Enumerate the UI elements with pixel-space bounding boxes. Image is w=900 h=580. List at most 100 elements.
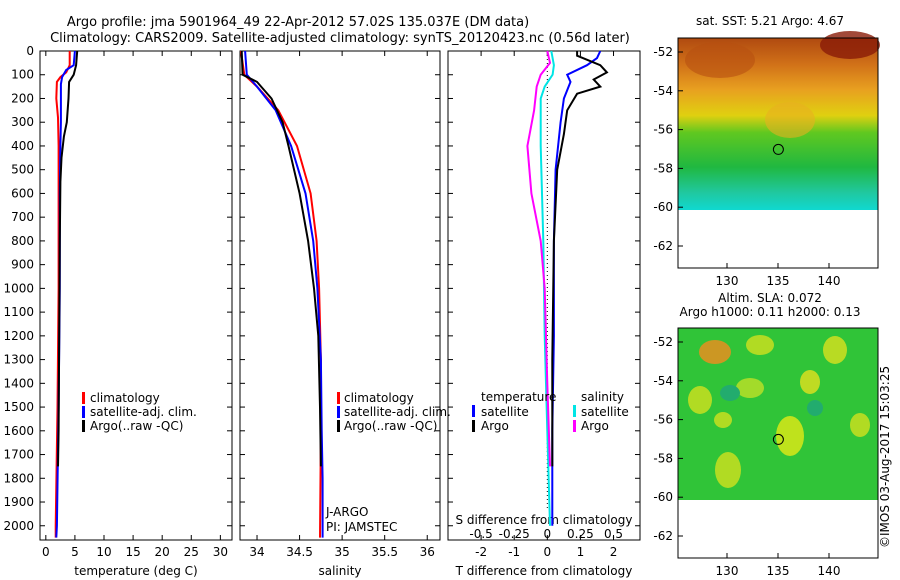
x2-tick-label: -0.25 (499, 527, 530, 541)
sla-map-title-1: Altim. SLA: 0.072 (718, 291, 822, 305)
x-tick-label: -2 (475, 545, 487, 559)
plot-frame (239, 50, 441, 541)
sla-anomaly-blobs (688, 335, 870, 488)
series-line-argo-raw-qc- (57, 50, 79, 467)
x-axis-label: temperature (deg C) (74, 564, 197, 578)
series-line-temperature-satellite (551, 50, 602, 526)
legend-climatology-swatch (82, 392, 85, 404)
argo-location-marker (772, 143, 784, 155)
x-tick-label: 1 (577, 545, 585, 559)
sst-map-title: sat. SST: 5.21 Argo: 4.67 (696, 14, 844, 28)
legend-t-satellite: satellite (481, 405, 529, 419)
lon-tick-label: 130 (716, 274, 739, 288)
legend-argo: Argo(..raw -QC) (344, 419, 437, 433)
legend-t-argo: Argo (481, 419, 509, 433)
legend-argo-swatch (82, 420, 85, 432)
x-tick-label: 34 (249, 545, 264, 559)
salinity-legend: climatology satellite-adj. clim. Argo(..… (325, 391, 451, 534)
legend-climatology: climatology (90, 391, 160, 405)
y-tick-label: 1700 (3, 448, 34, 462)
lat-tick-label: -56 (653, 413, 673, 427)
x2-tick-label: 0.5 (604, 527, 623, 541)
y-tick-label: 700 (11, 210, 34, 224)
y-tick-label: 0 (26, 44, 34, 58)
lon-tick-label: 130 (716, 564, 739, 578)
difference-legend: temperature satellite Argo salinity sate… (472, 390, 629, 433)
plot-frame (39, 50, 233, 541)
legend-s-satellite: satellite (581, 405, 629, 419)
legend-satellite: satellite-adj. clim. (344, 405, 451, 419)
y-tick-label: 1000 (3, 281, 34, 295)
lon-tick-label: 135 (767, 564, 790, 578)
series-line-satellite-adj-clim- (244, 50, 324, 538)
lat-tick-label: -58 (653, 161, 673, 175)
legend-s-argo-swatch (573, 420, 576, 432)
y-tick-label: 1800 (3, 471, 34, 485)
legend-t-argo-swatch (472, 420, 475, 432)
x-tick-label: 30 (213, 545, 228, 559)
y-tick-label: 1200 (3, 329, 34, 343)
float-program: J-ARGO (325, 505, 368, 519)
x-tick-label: 25 (184, 545, 199, 559)
x-tick-label: 20 (155, 545, 170, 559)
series-line-salinity-satellite (539, 50, 555, 526)
y-tick-label: 400 (11, 139, 34, 153)
series-line-temperature-argo (551, 51, 609, 467)
legend-satellite-swatch (337, 406, 340, 418)
x2-tick-label: 0 (543, 527, 551, 541)
y-tick-label: 200 (11, 91, 34, 105)
x2-tick-label: 0.25 (567, 527, 594, 541)
lat-tick-label: -62 (653, 529, 673, 543)
plot-frame (447, 50, 641, 541)
legend-s-satellite-swatch (573, 405, 576, 417)
legend-satellite-swatch (82, 406, 85, 418)
x-tick-label: 0 (42, 545, 50, 559)
x-tick-label: 36 (420, 545, 435, 559)
lat-tick-label: -54 (653, 84, 673, 98)
legend-argo: Argo(..raw -QC) (90, 419, 183, 433)
x-tick-label: 15 (125, 545, 140, 559)
legend-salinity-heading: salinity (581, 390, 624, 404)
temperature-panel: 0 5 10 15 20 25 30 temperature (deg C) 0 100 200 30… (3, 44, 233, 578)
x-tick-label: 35 (334, 545, 349, 559)
lat-tick-label: -56 (653, 123, 673, 137)
lat-tick-label: -60 (653, 200, 673, 214)
legend-satellite: satellite-adj. clim. (90, 405, 197, 419)
legend-t-satellite-swatch (472, 405, 475, 417)
lat-tick-label: -62 (653, 239, 673, 253)
y-tick-label: 600 (11, 186, 34, 200)
x2-tick-label: -0.5 (469, 527, 492, 541)
y-tick-label: 2000 (3, 519, 34, 533)
copyright-stamp: ©IMOS 03-Aug-2017 15:03:25 (878, 366, 892, 548)
lon-tick-label: 140 (818, 274, 841, 288)
y-tick-label: 1900 (3, 495, 34, 509)
series-line-salinity-argo (526, 50, 552, 467)
y-tick-label: 100 (11, 68, 34, 82)
x-tick-label: -1 (508, 545, 520, 559)
float-pi: PI: JAMSTEC (326, 520, 397, 534)
legend-climatology: climatology (344, 391, 414, 405)
lon-tick-label: 140 (818, 564, 841, 578)
legend-s-argo: Argo (581, 419, 609, 433)
sla-map: Altim. SLA: 0.072 Argo h1000: 0.11 h2000… (653, 291, 879, 578)
lat-tick-label: -60 (653, 490, 673, 504)
legend-argo-swatch (337, 420, 340, 432)
lon-tick-label: 135 (767, 274, 790, 288)
y-tick-label: 1100 (3, 305, 34, 319)
x-tick-label: 34.5 (286, 545, 313, 559)
lat-tick-label: -52 (653, 45, 673, 59)
series-line-climatology (54, 51, 71, 538)
x2-axis-label: S difference from climatology (456, 513, 633, 527)
sst-map: sat. SST: 5.21 Argo: 4.67 -52 -54 -56 -58 -6… (653, 14, 880, 288)
sst-warm-patch (765, 102, 815, 138)
sst-warm-patch (820, 31, 880, 59)
sst-warm-patch (685, 42, 755, 78)
legend-temperature-heading: temperature (481, 390, 556, 404)
sla-map-axes: -52 -54 -56 -58 -60 -62 130 135 140 (653, 335, 840, 578)
legend-climatology-swatch (337, 392, 340, 404)
x-tick-label: 10 (96, 545, 111, 559)
x-tick-label: 5 (71, 545, 79, 559)
lat-tick-label: -58 (653, 451, 673, 465)
title-line-1: Argo profile: jma 5901964_49 22-Apr-2012… (67, 15, 529, 30)
